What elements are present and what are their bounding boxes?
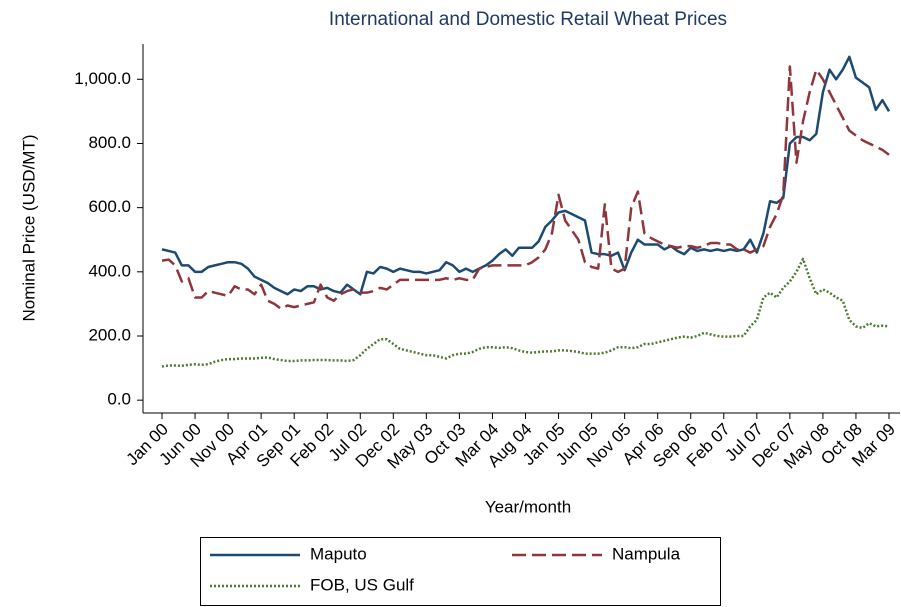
legend-label: FOB, US Gulf (310, 575, 414, 594)
y-axis-label: Nominal Price (USD/MT) (19, 134, 38, 321)
y-tick-label: 200.0 (88, 325, 131, 344)
legend-label: Maputo (310, 544, 367, 563)
y-tick-label: 400.0 (88, 261, 131, 280)
x-axis-label: Year/month (485, 497, 571, 516)
y-tick-label: 0.0 (107, 390, 131, 409)
y-tick-label: 800.0 (88, 133, 131, 152)
y-tick-label: 1,000.0 (74, 69, 131, 88)
chart-title: International and Domestic Retail Wheat … (329, 9, 727, 30)
series-line (161, 257, 890, 368)
legend-box (200, 537, 721, 606)
y-tick-label: 600.0 (88, 197, 131, 216)
legend-label: Nampula (612, 544, 681, 563)
series-line (161, 65, 890, 310)
series-line (161, 55, 891, 296)
